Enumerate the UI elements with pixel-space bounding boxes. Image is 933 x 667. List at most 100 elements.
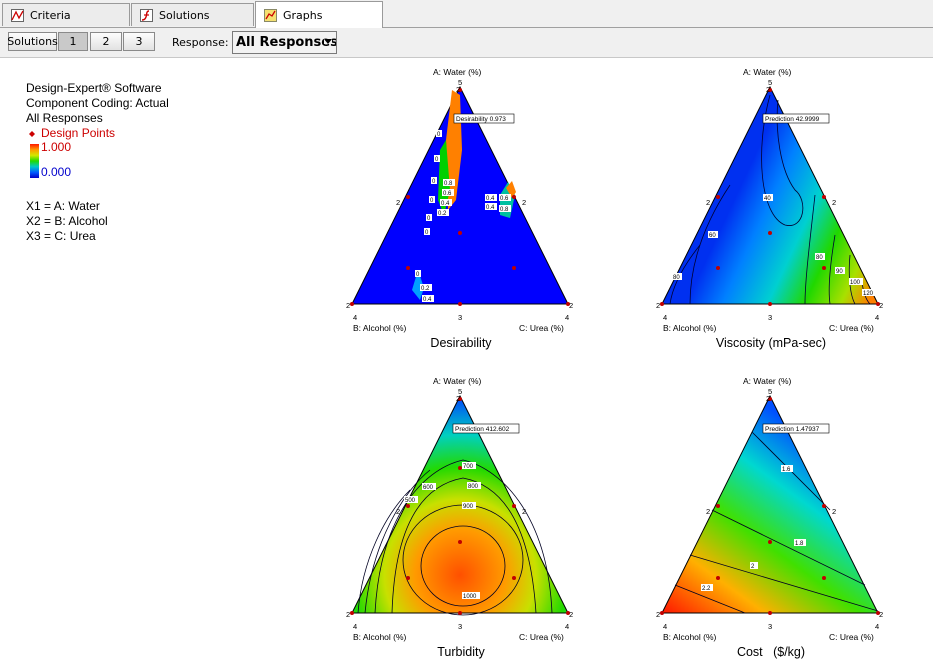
desirability-flag-text: Desirability 0.973 (456, 116, 506, 123)
axis-label-right: C: Urea (%) (519, 632, 564, 642)
design-point (768, 231, 772, 235)
axis-label-left: B: Alcohol (%) (663, 632, 717, 642)
contour-label: 90 (836, 269, 843, 275)
contour-label: 0.4 (486, 205, 495, 211)
vertex-top-number: 5 (458, 387, 462, 396)
contour-label: 0.8 (444, 181, 453, 187)
design-point (768, 611, 772, 615)
design-point (768, 397, 772, 401)
design-point (406, 576, 410, 580)
contour-line (689, 554, 879, 612)
plot-title: Cost ($/kg) (736, 645, 806, 659)
color-scale-bar (30, 144, 39, 178)
viscosity-flag-box (762, 113, 830, 124)
cost-flag-text: Prediction 1.47937 (765, 426, 820, 433)
design-point (406, 266, 410, 270)
bottom-mid-number: 3 (768, 313, 772, 322)
responses-label: All Responses (26, 111, 103, 125)
design-point (512, 576, 516, 580)
design-point-icon (29, 130, 35, 137)
turbidity-plot: Prediction 412.602 700 800 900 600 500 1… (350, 394, 570, 616)
contour-line (689, 184, 731, 305)
axis-label-right: C: Urea (%) (829, 323, 874, 333)
tab-solutions[interactable]: Solutions (131, 3, 254, 26)
design-point (458, 540, 462, 544)
contour-line (420, 525, 506, 607)
vertex-top-small: 2 (456, 85, 460, 94)
tab-graphs[interactable]: Graphs (255, 1, 383, 28)
contour-label: 600 (423, 485, 434, 491)
contour-label: 0.2 (421, 286, 430, 292)
design-point (458, 397, 462, 401)
design-points-legend: Design Points (26, 126, 169, 141)
contour-line (364, 469, 431, 614)
design-point (458, 611, 462, 615)
contour-line (374, 459, 553, 614)
design-point (822, 576, 826, 580)
contour-label: 100 (850, 280, 861, 286)
vertex-right-number: 4 (875, 622, 879, 631)
contour-label: 80 (816, 255, 823, 261)
design-point (660, 302, 664, 306)
response-select[interactable]: All Responses (232, 31, 337, 54)
axis-label-top: A: Water (%) (743, 67, 792, 77)
design-point (716, 266, 720, 270)
x1-label: X1 = A: Water (26, 199, 100, 213)
solution-3-button[interactable]: 3 (123, 32, 155, 51)
right-mid-number: 2 (832, 507, 836, 516)
chevron-down-icon[interactable] (324, 39, 332, 44)
desirability-right-peak (506, 181, 516, 198)
contour-line (761, 94, 804, 226)
design-point (350, 611, 354, 615)
viscosity-plot: Prediction 42.9999 40 60 80 80 90 100 12… (660, 85, 880, 306)
contour-label: 0 (427, 216, 431, 222)
left-mid-number: 2 (706, 507, 710, 516)
right-mid-number: 2 (522, 198, 526, 207)
solutions-icon (140, 8, 153, 22)
design-point (458, 302, 462, 306)
contour-label: 500 (405, 498, 416, 504)
right-mid-number: 2 (522, 507, 526, 516)
design-point (822, 266, 826, 270)
design-point (876, 611, 880, 615)
contour-label: 900 (463, 504, 474, 510)
vertex-top-number: 5 (768, 78, 772, 87)
plot-title: Turbidity (437, 645, 485, 659)
contour-label: 0 (432, 179, 436, 185)
contour-label: 60 (709, 233, 716, 239)
cost-plot: Prediction 1.47937 1.6 1.8 2 2.2 (660, 394, 880, 615)
contour-label: 0 (435, 157, 439, 163)
solutions-button[interactable]: Solutions (7, 32, 58, 51)
contour-label: 2 (751, 564, 755, 570)
design-point (512, 195, 516, 199)
turbidity-flag-text: Prediction 412.602 (455, 426, 510, 433)
viscosity-flag-text: Prediction 42.9999 (765, 116, 820, 123)
design-point (822, 504, 826, 508)
contour-label: 0 (430, 198, 434, 204)
cost-flag-box (762, 423, 830, 434)
scale-min: 0.000 (41, 165, 72, 179)
solution-1-button[interactable]: 1 (58, 32, 88, 51)
contour-label: 0.6 (500, 196, 509, 202)
solution-2-button[interactable]: 2 (90, 32, 122, 51)
scale-max: 1.000 (41, 140, 72, 154)
design-point (768, 540, 772, 544)
design-point (458, 231, 462, 235)
axis-label-left: B: Alcohol (%) (353, 632, 407, 642)
contour-label: 800 (468, 484, 479, 490)
axis-label-right: C: Urea (%) (829, 632, 874, 642)
contour-label: 0 (437, 132, 441, 138)
design-point (406, 195, 410, 199)
contour-label: 0.4 (486, 196, 495, 202)
bottom-mid-number: 3 (458, 622, 462, 631)
vertex-right-number: 4 (565, 313, 569, 322)
axis-label-top: A: Water (%) (433, 376, 482, 386)
vertex-left-number: 4 (353, 622, 357, 631)
left-mid-number: 2 (396, 198, 400, 207)
response-label: Response: (172, 36, 229, 49)
component-coding: Component Coding: Actual (26, 96, 169, 110)
right-mid-number: 2 (832, 198, 836, 207)
contour-label: 0 (425, 230, 429, 236)
tab-criteria[interactable]: Criteria (2, 3, 130, 26)
